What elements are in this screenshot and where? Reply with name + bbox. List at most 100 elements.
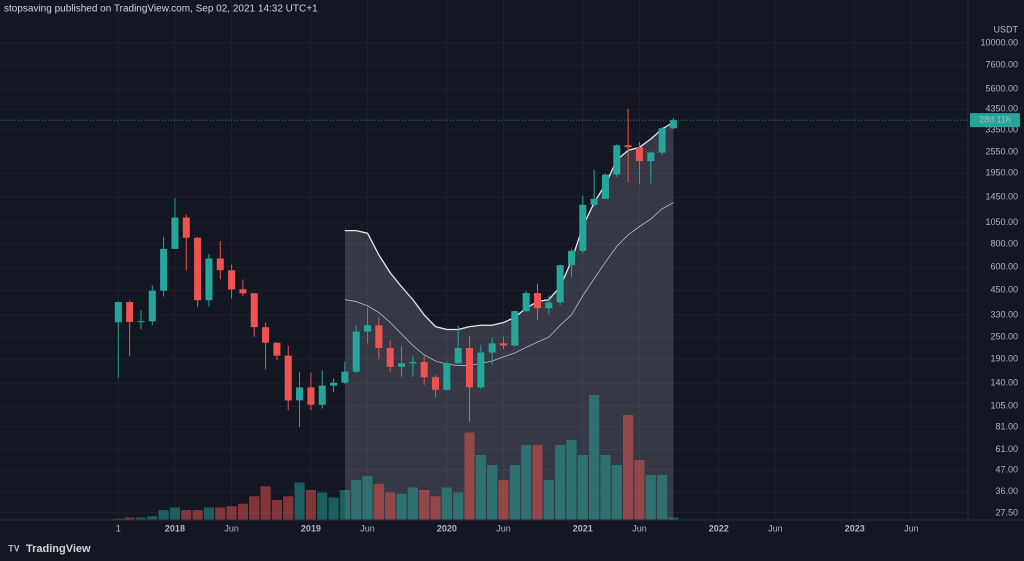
- candle-body: [409, 361, 417, 364]
- axes: 10000.00 7600.00 5600.00 4350.00 3350.00 2550…: [0, 37, 1020, 533]
- x-tick-label: 2020: [437, 523, 457, 533]
- candle-body: [454, 347, 462, 364]
- volume-bar: [192, 510, 203, 520]
- candle-body: [228, 270, 236, 290]
- volume-bar: [634, 460, 645, 520]
- volume-bar: [271, 500, 283, 520]
- candle-body: [499, 343, 508, 346]
- currency-label: USDT: [994, 24, 1019, 34]
- y-tick-label: 81.00: [995, 421, 1018, 431]
- publish-info: stopsaving published on TradingView.com,…: [4, 4, 318, 15]
- volume-bar: [339, 490, 350, 520]
- y-tick-label: 190.00: [990, 353, 1018, 363]
- candle-body: [477, 352, 485, 388]
- volume-bar: [555, 445, 566, 520]
- candle-body: [624, 145, 632, 148]
- x-tick-label: Jun: [632, 523, 647, 533]
- candle-body: [318, 385, 326, 405]
- volume-bar: [521, 445, 532, 520]
- volume-bar: [305, 490, 316, 520]
- candle-body: [590, 198, 598, 205]
- x-tick-label: 2023: [845, 523, 865, 533]
- candle-body: [160, 248, 168, 291]
- volume-bar: [487, 465, 498, 520]
- x-tick-label: Jun: [904, 523, 919, 533]
- candle-body: [250, 293, 258, 328]
- candle-body: [533, 293, 541, 309]
- candle-body: [273, 342, 281, 356]
- y-tick-label: 140.00: [990, 378, 1018, 388]
- candle-body: [420, 361, 428, 378]
- y-tick-label: 1450.00: [985, 191, 1018, 201]
- candle-body: [216, 258, 224, 271]
- candle-body: [375, 325, 383, 348]
- candle-body: [488, 343, 496, 353]
- volume-bar: [532, 445, 543, 520]
- volume-bar: [419, 490, 430, 520]
- volume-bar: [600, 455, 611, 520]
- volume-bar: [589, 395, 600, 520]
- logo-mark: 𝐓𝐕: [8, 543, 20, 553]
- y-tick-label: 1950.00: [985, 168, 1018, 178]
- volume-bar: [566, 440, 577, 520]
- candle-body: [137, 321, 145, 323]
- volume-bar: [645, 475, 656, 520]
- volume-bar: [169, 507, 181, 520]
- volume-bar: [611, 465, 622, 520]
- candle-body: [613, 145, 621, 175]
- y-tick-label: 5600.00: [985, 84, 1018, 94]
- y-tick-label: 7600.00: [985, 59, 1018, 69]
- volume-bar: [430, 496, 441, 520]
- candle-body: [556, 265, 564, 303]
- volume-bar: [373, 483, 384, 520]
- y-tick-label: 330.00: [990, 309, 1018, 319]
- candle-body: [364, 325, 372, 332]
- candle-body: [522, 293, 530, 312]
- volume-bar: [543, 480, 554, 520]
- candle-body: [386, 347, 394, 367]
- y-tick-label: 47.00: [995, 465, 1018, 475]
- last-price-box: [970, 113, 1020, 128]
- volume-bar: [453, 492, 464, 520]
- x-tick-label: Jun: [224, 523, 239, 533]
- candle-body: [669, 120, 677, 129]
- candle-body: [284, 355, 292, 401]
- candle-body: [182, 217, 190, 238]
- volume-bar: [147, 516, 158, 520]
- volume-bar: [317, 492, 328, 520]
- y-tick-label: 61.00: [995, 444, 1018, 454]
- y-tick-label: 10000.00: [980, 37, 1018, 47]
- x-tick-label: 2021: [573, 523, 593, 533]
- volume-bar: [351, 480, 362, 520]
- volume-bar: [113, 518, 124, 520]
- x-tick-label: Jun: [360, 523, 375, 533]
- candle-body: [398, 363, 406, 367]
- candle-body: [567, 250, 575, 266]
- y-tick-label: 4350.00: [985, 104, 1018, 114]
- y-tick-label: 1050.00: [985, 217, 1018, 227]
- volume-bar: [237, 503, 249, 520]
- volume-bar: [249, 496, 260, 520]
- candle-body: [579, 204, 587, 251]
- volume-bar: [135, 517, 147, 520]
- candle-body: [352, 331, 360, 372]
- x-tick-label: 2019: [301, 523, 321, 533]
- volume-bar: [158, 510, 169, 520]
- footer-brand: TradingView: [26, 543, 91, 555]
- volume-bar: [385, 492, 396, 520]
- x-tick-label: 1: [116, 523, 121, 533]
- volume-bar: [441, 487, 452, 520]
- volume-bar: [464, 432, 475, 520]
- volume-bar: [181, 510, 192, 520]
- candle-body: [443, 363, 451, 390]
- y-tick-label: 800.00: [990, 239, 1018, 249]
- candle-body: [511, 311, 519, 346]
- volume-bar: [124, 517, 135, 520]
- x-tick-label: Jun: [496, 523, 511, 533]
- volume-bar: [498, 480, 509, 520]
- candle-body: [635, 147, 643, 162]
- candle-body: [647, 152, 655, 162]
- y-tick-label: 27.50: [995, 507, 1018, 517]
